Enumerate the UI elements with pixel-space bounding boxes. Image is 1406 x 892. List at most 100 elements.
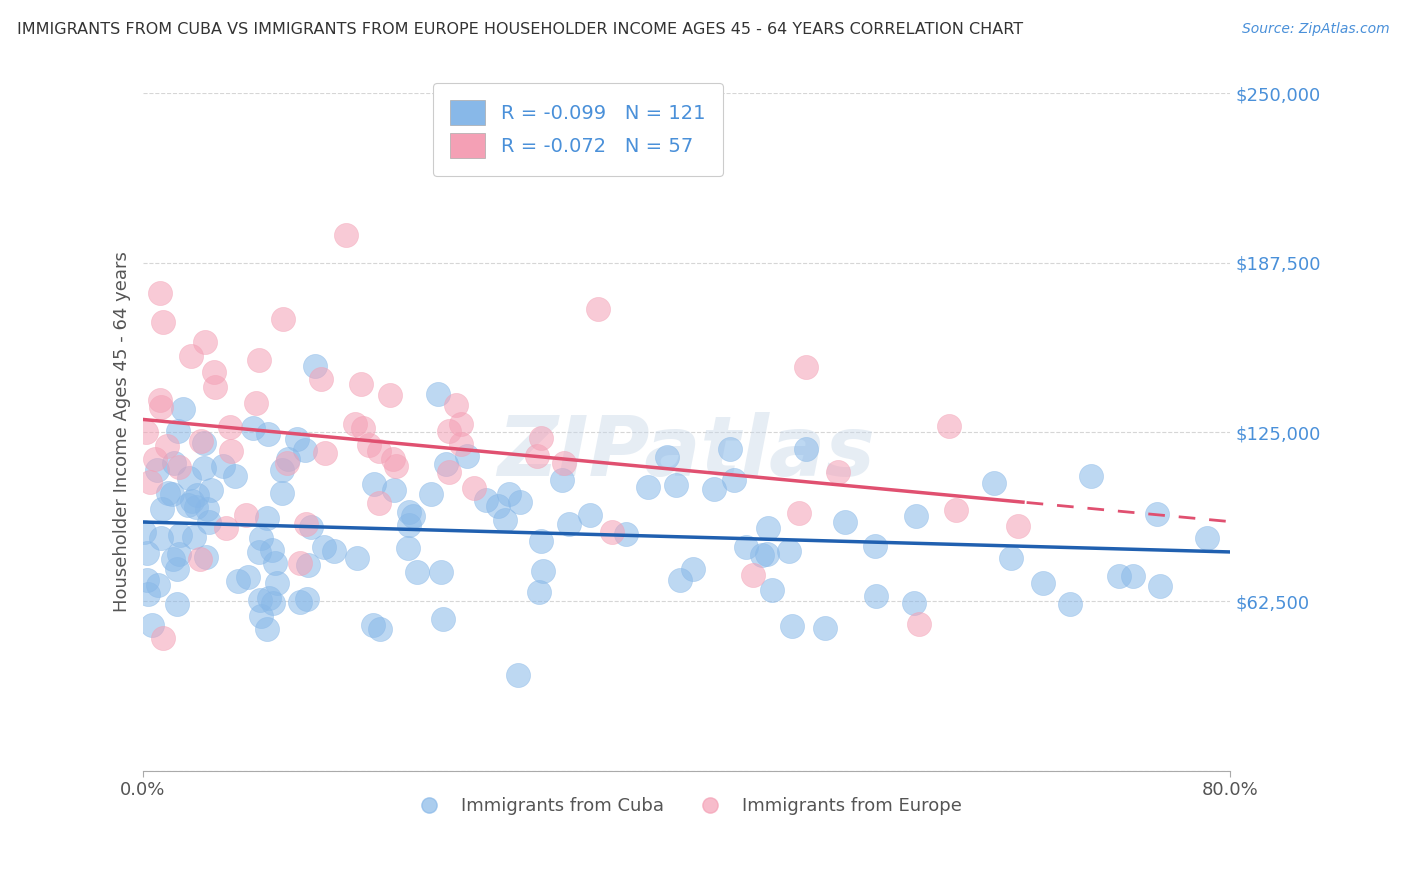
- Point: [357, 437, 380, 451]
- Point: [600, 524, 623, 539]
- Point: [135, 425, 157, 439]
- Point: [1032, 576, 1054, 591]
- Point: [172, 402, 194, 417]
- Point: [270, 463, 292, 477]
- Point: [167, 547, 190, 561]
- Point: [385, 459, 408, 474]
- Point: [682, 562, 704, 576]
- Point: [586, 302, 609, 317]
- Point: [437, 424, 460, 438]
- Point: [1007, 519, 1029, 533]
- Point: [794, 359, 817, 374]
- Point: [908, 617, 931, 632]
- Point: [938, 419, 960, 434]
- Point: [242, 421, 264, 435]
- Point: [346, 551, 368, 566]
- Point: [550, 473, 572, 487]
- Point: [167, 459, 190, 474]
- Point: [1108, 568, 1130, 582]
- Point: [437, 465, 460, 479]
- Point: [188, 552, 211, 566]
- Point: [186, 488, 208, 502]
- Point: [149, 531, 172, 545]
- Legend: Immigrants from Cuba, Immigrants from Europe: Immigrants from Cuba, Immigrants from Eu…: [404, 790, 969, 822]
- Point: [202, 365, 225, 379]
- Point: [1122, 569, 1144, 583]
- Point: [162, 487, 184, 501]
- Point: [983, 476, 1005, 491]
- Point: [297, 558, 319, 572]
- Point: [212, 458, 235, 473]
- Point: [863, 539, 886, 553]
- Point: [162, 552, 184, 566]
- Point: [314, 446, 336, 460]
- Point: [363, 477, 385, 491]
- Point: [167, 425, 190, 439]
- Point: [405, 565, 427, 579]
- Point: [380, 388, 402, 402]
- Point: [304, 359, 326, 373]
- Point: [475, 493, 498, 508]
- Point: [723, 473, 745, 487]
- Point: [169, 528, 191, 542]
- Point: [219, 444, 242, 458]
- Text: ZIPatlas: ZIPatlas: [498, 412, 876, 493]
- Point: [250, 531, 273, 545]
- Point: [314, 540, 336, 554]
- Point: [456, 449, 478, 463]
- Point: [361, 618, 384, 632]
- Point: [530, 534, 553, 549]
- Point: [579, 508, 602, 522]
- Point: [665, 478, 688, 492]
- Point: [152, 631, 174, 645]
- Point: [756, 521, 779, 535]
- Point: [190, 434, 212, 449]
- Point: [166, 562, 188, 576]
- Point: [434, 458, 457, 472]
- Point: [382, 451, 405, 466]
- Point: [778, 543, 800, 558]
- Point: [157, 486, 180, 500]
- Point: [247, 352, 270, 367]
- Point: [256, 511, 278, 525]
- Point: [498, 487, 520, 501]
- Point: [183, 530, 205, 544]
- Point: [139, 475, 162, 489]
- Point: [150, 502, 173, 516]
- Point: [250, 608, 273, 623]
- Point: [299, 520, 322, 534]
- Point: [450, 417, 472, 431]
- Point: [180, 493, 202, 508]
- Point: [344, 417, 367, 432]
- Point: [309, 372, 332, 386]
- Point: [450, 437, 472, 451]
- Point: [430, 565, 453, 579]
- Point: [352, 421, 374, 435]
- Point: [509, 495, 531, 509]
- Point: [204, 380, 226, 394]
- Point: [384, 483, 406, 498]
- Point: [141, 617, 163, 632]
- Point: [1000, 550, 1022, 565]
- Point: [655, 450, 678, 465]
- Point: [270, 486, 292, 500]
- Point: [834, 515, 856, 529]
- Point: [136, 587, 159, 601]
- Point: [368, 622, 391, 636]
- Point: [266, 576, 288, 591]
- Point: [224, 468, 246, 483]
- Point: [136, 546, 159, 560]
- Point: [865, 590, 887, 604]
- Point: [148, 286, 170, 301]
- Point: [367, 443, 389, 458]
- Point: [295, 592, 318, 607]
- Point: [148, 578, 170, 592]
- Point: [285, 433, 308, 447]
- Point: [256, 622, 278, 636]
- Point: [494, 513, 516, 527]
- Point: [827, 466, 849, 480]
- Point: [290, 556, 312, 570]
- Point: [508, 667, 530, 681]
- Point: [718, 442, 741, 456]
- Point: [398, 518, 420, 533]
